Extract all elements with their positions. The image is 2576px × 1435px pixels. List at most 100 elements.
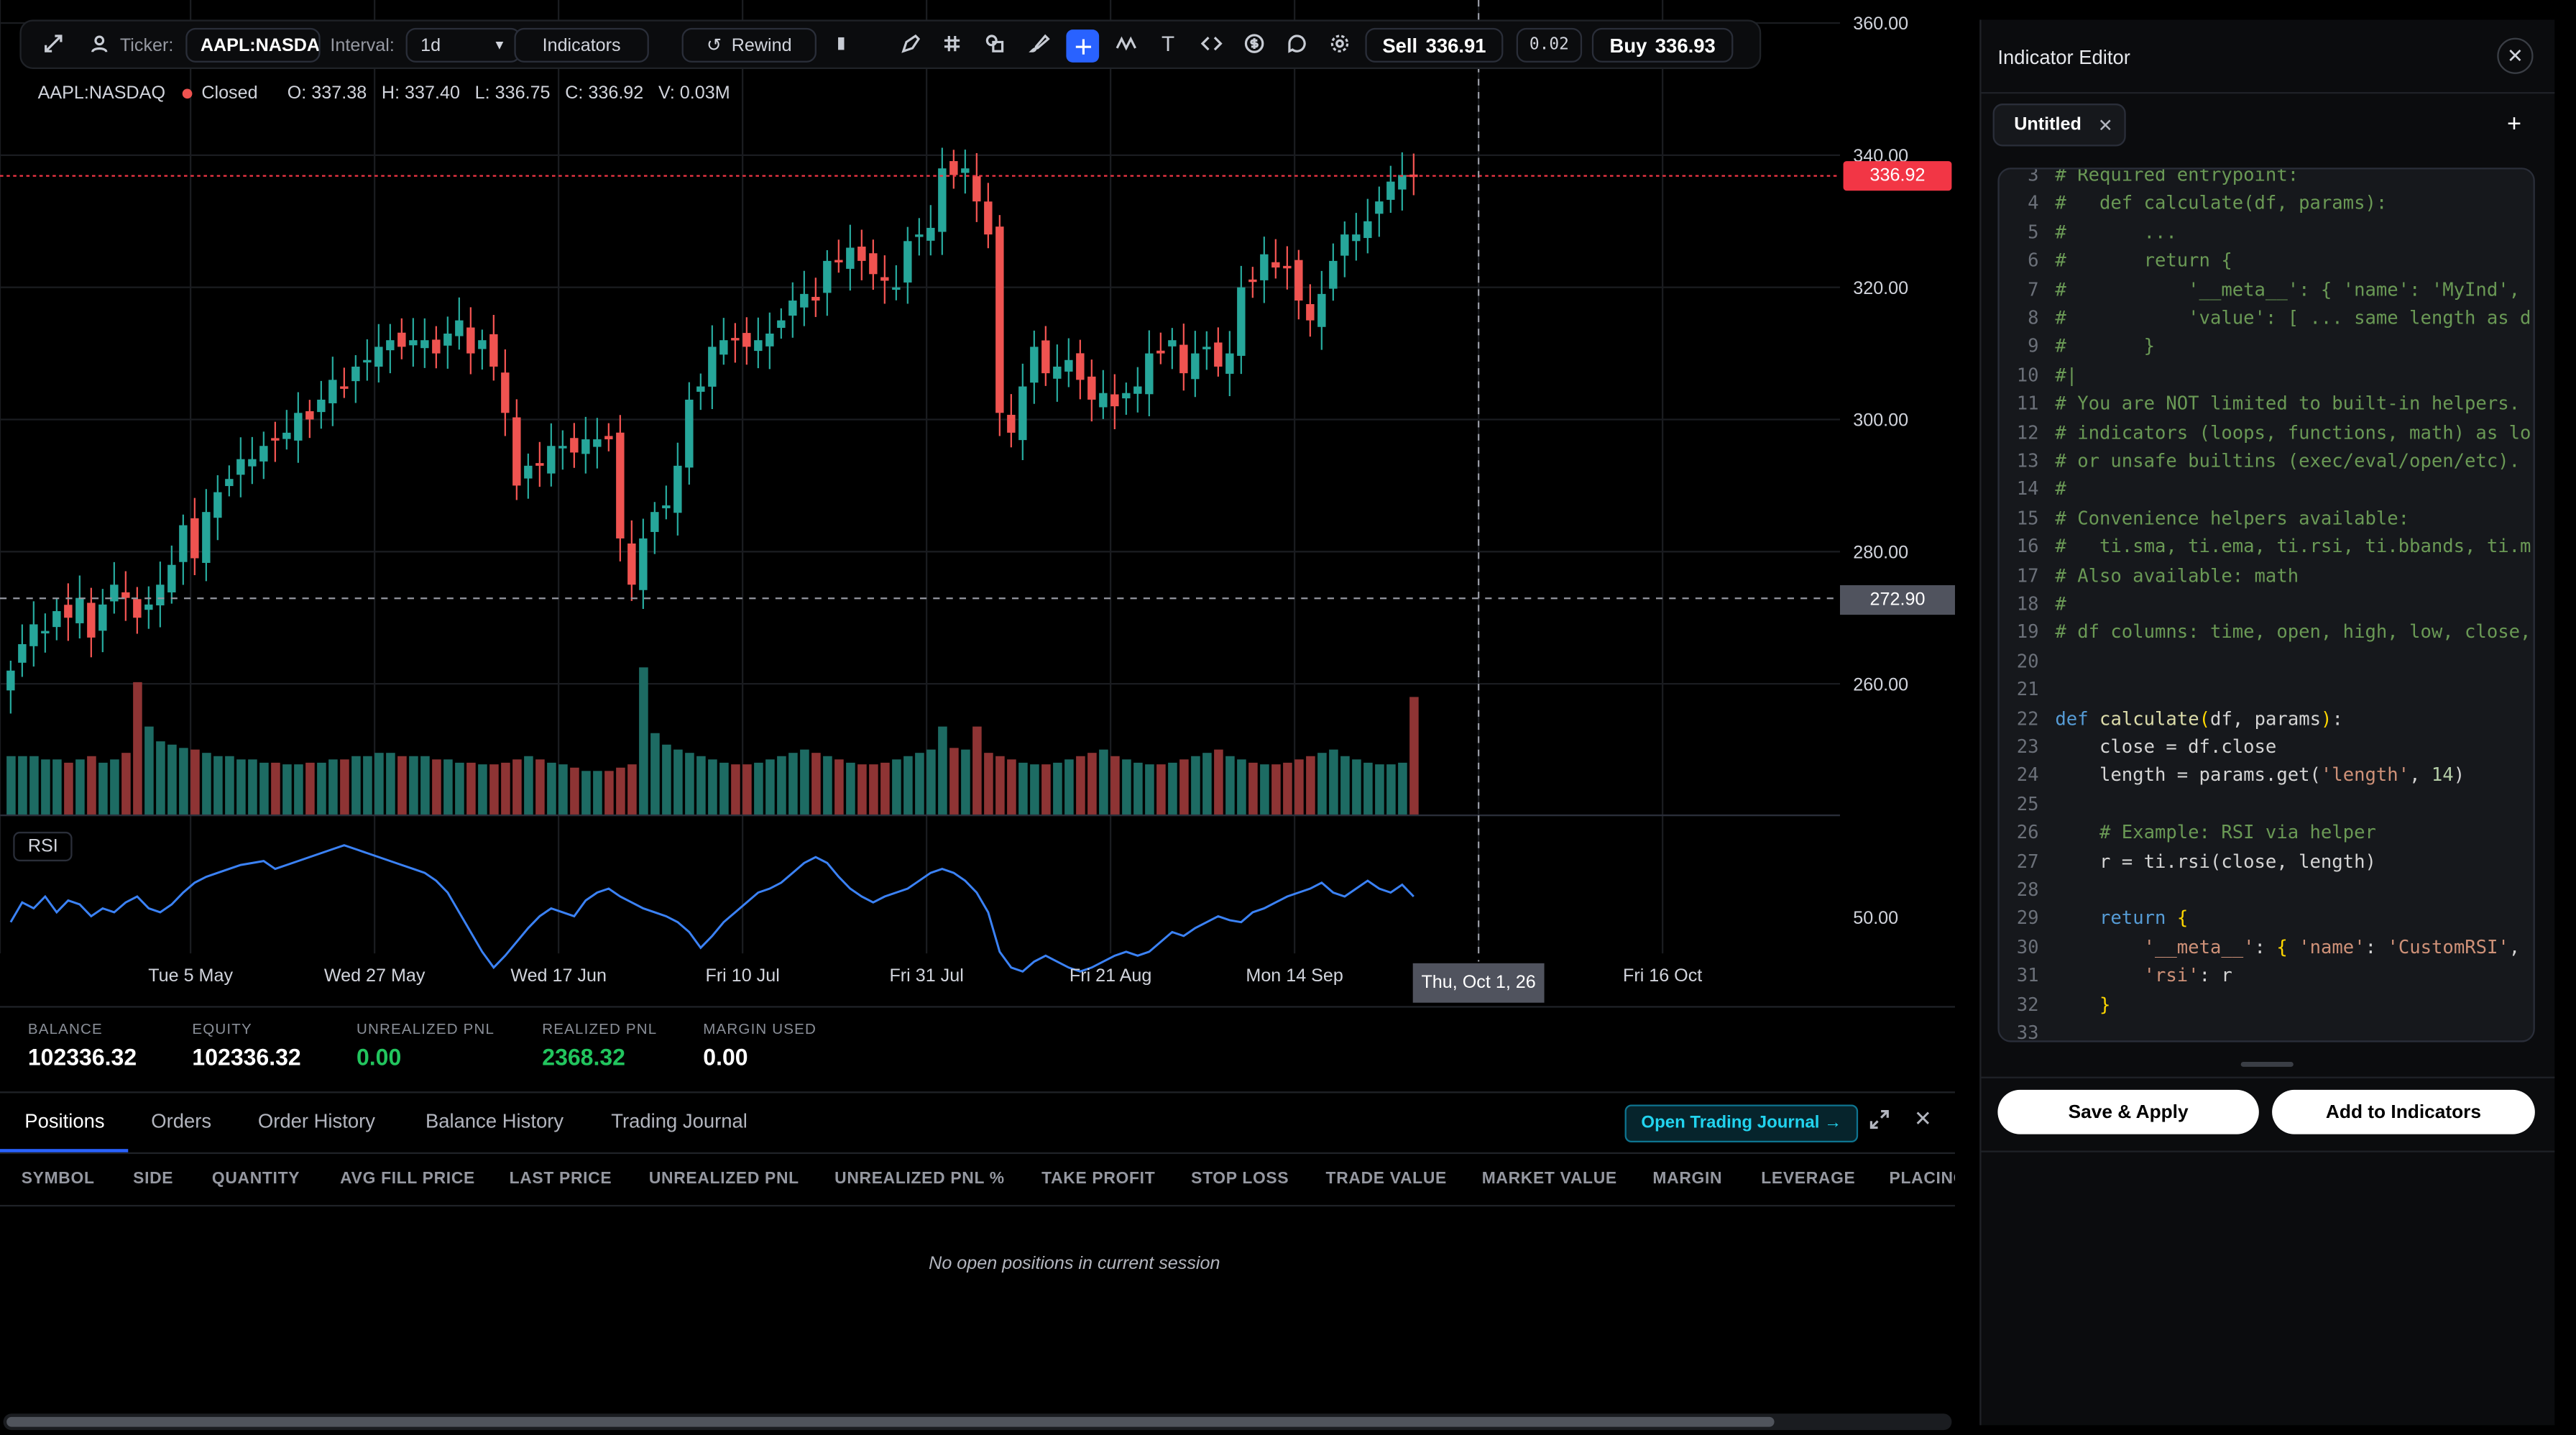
- col-unrealized-pnl-pct[interactable]: UNREALIZED PNL %: [834, 1170, 1005, 1189]
- code-text: # Convenience helpers available:: [2055, 508, 2410, 529]
- volume-bar: [708, 759, 717, 816]
- col-side[interactable]: SIDE: [133, 1170, 174, 1189]
- volume-bar: [1260, 764, 1269, 816]
- code-text: 'rsi': r: [2143, 965, 2232, 987]
- code-editor[interactable]: 3 # Required entrypoint: 4 # def calculate(…: [1997, 168, 2535, 1042]
- scrollbar-thumb[interactable]: [6, 1416, 1775, 1427]
- close-tab-icon[interactable]: ✕: [2097, 116, 2113, 136]
- tab-positions[interactable]: Positions: [24, 1109, 105, 1133]
- realized-pnl-value: 2368.32: [542, 1043, 625, 1070]
- candle-body: [696, 386, 705, 392]
- open-trading-journal-button[interactable]: Open Trading Journal →: [1624, 1104, 1858, 1143]
- settings-icon[interactable]: [1324, 28, 1353, 58]
- crosshair-icon[interactable]: [1066, 29, 1100, 63]
- candle-body: [1375, 201, 1384, 214]
- tab-order-history[interactable]: Order History: [257, 1109, 375, 1133]
- tab-orders[interactable]: Orders: [151, 1109, 212, 1133]
- editor-tab-untitled[interactable]: Untitled ✕: [1992, 104, 2126, 147]
- col-take-profit[interactable]: TAKE PROFIT: [1041, 1170, 1156, 1189]
- candle-body: [167, 564, 176, 592]
- code-line: 25: [2000, 790, 2534, 818]
- volume-bar: [305, 762, 315, 816]
- balance-stat: BALANCE 102336.32: [28, 1021, 137, 1070]
- comment-icon[interactable]: [1282, 28, 1311, 58]
- col-margin[interactable]: MARGIN: [1652, 1170, 1723, 1189]
- close-panel-icon[interactable]: ✕: [1913, 1106, 1932, 1132]
- code-line: 18 #: [2000, 590, 2534, 618]
- volume-bar: [87, 756, 96, 816]
- tab-trading-journal[interactable]: Trading Journal: [611, 1109, 748, 1133]
- candle-body: [581, 439, 590, 454]
- line-number: 14: [2016, 479, 2039, 500]
- rsi-line: [9, 844, 1414, 973]
- code-line: 3 # Required entrypoint:: [2000, 169, 2534, 188]
- resize-handle[interactable]: [2240, 1062, 2294, 1067]
- col-symbol[interactable]: SYMBOL: [21, 1170, 95, 1189]
- volume-bar: [961, 749, 970, 816]
- shapes-icon[interactable]: [979, 28, 1008, 58]
- volume-bar: [512, 759, 522, 816]
- col-avg-fill-price[interactable]: AVG FILL PRICE: [340, 1170, 475, 1189]
- code-icon[interactable]: [1196, 28, 1225, 58]
- col-quantity[interactable]: QUANTITY: [211, 1170, 300, 1189]
- pencil-icon[interactable]: [896, 28, 925, 58]
- ticker-input[interactable]: AAPL:NASDAQ: [185, 27, 321, 63]
- volume-bar: [984, 753, 993, 816]
- code-text: # or unsafe builtins (exec/eval/open/etc…: [2055, 450, 2521, 472]
- interval-select[interactable]: 1d ▼: [405, 27, 521, 63]
- candle-body: [570, 438, 579, 453]
- interval-value: 1d: [420, 35, 441, 55]
- add-tab-icon[interactable]: +: [2506, 110, 2522, 139]
- col-last-price[interactable]: LAST PRICE: [509, 1170, 612, 1189]
- legend-volume: V: 0.03M: [658, 83, 730, 104]
- rewind-button[interactable]: ↺ Rewind: [681, 27, 816, 63]
- price-chart[interactable]: 360.00340.00320.00300.00280.00260.0050.0…: [0, 0, 1972, 1003]
- tab-balance-history[interactable]: Balance History: [425, 1109, 564, 1133]
- spread-value: 0.02: [1516, 27, 1583, 63]
- col-leverage[interactable]: LEVERAGE: [1761, 1170, 1856, 1189]
- volume-bar: [1375, 764, 1384, 816]
- candle-body: [501, 372, 510, 413]
- col-stop-loss[interactable]: STOP LOSS: [1191, 1170, 1289, 1189]
- expand-icon[interactable]: [38, 28, 68, 58]
- indicators-button[interactable]: Indicators: [514, 27, 649, 63]
- candle-body: [1202, 347, 1211, 349]
- brush-icon[interactable]: [1024, 28, 1053, 58]
- add-to-indicators-button[interactable]: Add to Indicators: [2272, 1089, 2535, 1134]
- volume-bar: [1340, 756, 1350, 816]
- col-trade-value[interactable]: TRADE VALUE: [1325, 1170, 1447, 1189]
- candle-body: [1386, 181, 1395, 200]
- col-market-value[interactable]: MARKET VALUE: [1481, 1170, 1617, 1189]
- candle-body: [1053, 366, 1062, 379]
- sell-button[interactable]: Sell 336.91: [1365, 27, 1504, 63]
- close-icon[interactable]: ✕: [2497, 37, 2534, 74]
- volume-bar: [1076, 756, 1085, 816]
- col-placing[interactable]: PLACING: [1889, 1170, 1955, 1189]
- wave-icon[interactable]: [1110, 28, 1140, 58]
- volume-bar: [18, 756, 27, 816]
- code-line: 10 #|: [2000, 362, 2534, 390]
- rsi-pane-label[interactable]: RSI: [13, 831, 73, 862]
- text-icon[interactable]: T: [1162, 30, 1175, 55]
- col-unrealized-pnl[interactable]: UNREALIZED PNL: [648, 1170, 799, 1189]
- candle-body: [1294, 260, 1303, 301]
- buy-button[interactable]: Buy 336.93: [1591, 27, 1734, 63]
- maximize-icon[interactable]: [1868, 1108, 1895, 1134]
- y-tick-label: 300.00: [1853, 411, 1908, 431]
- volume-bar: [1041, 764, 1051, 816]
- save-apply-button[interactable]: Save & Apply: [1997, 1089, 2259, 1134]
- candle-body: [880, 277, 889, 281]
- grid-icon[interactable]: [937, 28, 966, 58]
- volume-bar: [535, 759, 545, 816]
- volume-bar: [41, 759, 50, 816]
- crosshair-price-tag: 272.90: [1839, 584, 1955, 615]
- bar-chart-icon[interactable]: ▮: [836, 33, 846, 52]
- code-line: 4 # def calculate(df, params):: [2000, 190, 2534, 218]
- volume-bar: [869, 764, 878, 816]
- line-number: 15: [2016, 508, 2039, 529]
- horizontal-scrollbar[interactable]: [3, 1413, 1952, 1431]
- volume-bar: [466, 762, 476, 816]
- candle-body: [857, 247, 866, 261]
- currency-icon[interactable]: [1238, 28, 1268, 58]
- code-line: 30 '__meta__': { 'name': 'CustomRSI',: [2000, 933, 2534, 961]
